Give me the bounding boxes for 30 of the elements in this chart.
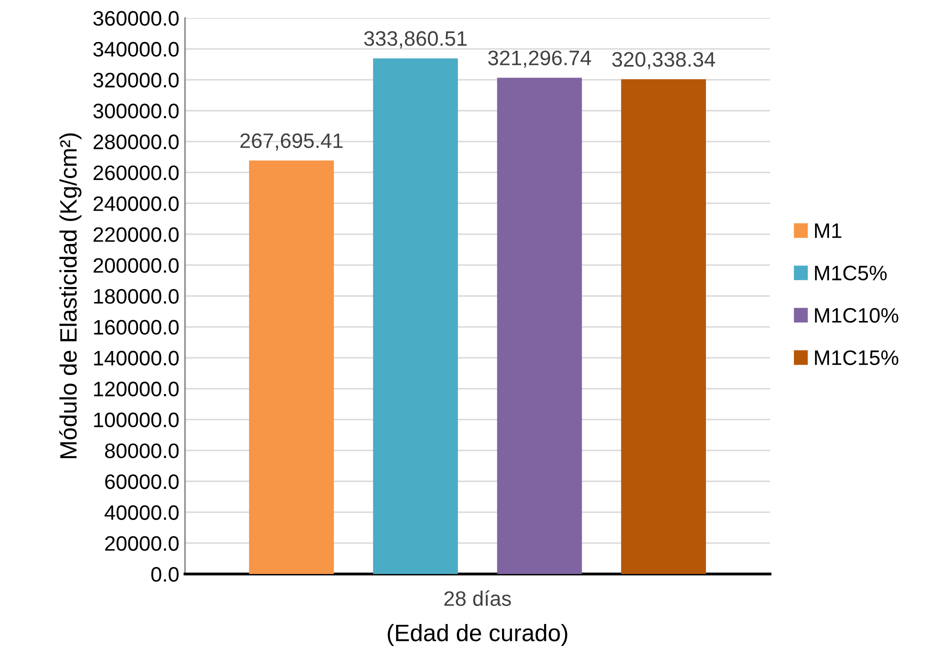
legend-label: M1C15% [815,350,898,366]
y-tick-label: 40000.0 [104,505,179,520]
y-tick-label: 160000.0 [94,320,179,335]
data-label: 320,338.34 [612,52,716,70]
data-label: 321,296.74 [488,50,592,68]
y-tick-label: 140000.0 [94,350,179,366]
legend-label: M1 [815,224,842,238]
legend-label: M1C5% [815,266,887,280]
y-tick-label: 60000.0 [105,474,179,490]
data-label: 333,860.51 [364,31,467,48]
y-axis-title: Módulo de Elasticidad (Kg/cm²) [59,133,82,458]
y-tick-label: 340000.0 [93,42,179,57]
legend-label: M1C10% [815,308,898,323]
y-tick-label: 200000.0 [94,258,179,273]
y-tick-label: 20000.0 [105,536,179,551]
y-tick-label: 280000.0 [94,134,179,150]
y-tick-label: 0.0 [151,567,179,582]
x-tick-label: 28 días [444,590,511,606]
x-axis-title: (Edad de curado) [388,624,568,646]
y-tick-label: 320000.0 [93,72,179,88]
y-tick-label: 360000.0 [93,11,179,26]
y-tick-label: 260000.0 [94,165,179,180]
data-label: 267,695.41 [240,133,343,151]
y-tick-label: 180000.0 [94,289,179,304]
y-tick-label: 220000.0 [94,227,179,242]
y-tick-label: 100000.0 [94,412,179,428]
y-tick-label: 300000.0 [93,104,179,118]
y-tick-label: 240000.0 [94,196,179,212]
y-tick-label: 80000.0 [105,443,179,458]
y-tick-label: 120000.0 [94,382,179,396]
